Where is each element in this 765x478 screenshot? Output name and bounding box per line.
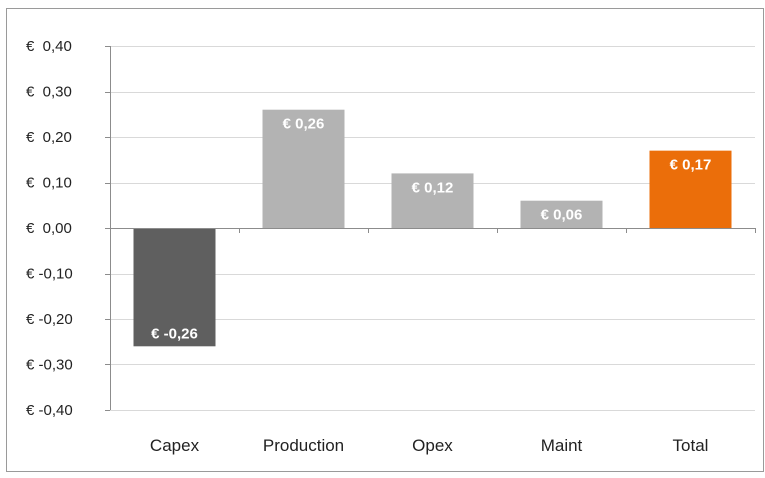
y-axis-tick-label: € -0,20 (26, 311, 73, 328)
y-axis-tick-label: € 0,20 (26, 129, 72, 146)
x-axis-category-label: Maint (541, 436, 583, 455)
chart-border (6, 8, 764, 472)
x-axis-category-labels: Capex Production Opex Maint Total (150, 436, 709, 455)
bar-maint (520, 200, 603, 228)
y-axis-tick-label: € 0,10 (26, 175, 72, 192)
axes (105, 46, 756, 411)
y-axis-tick-label: € -0,40 (26, 402, 73, 419)
x-axis-category-label: Opex (412, 436, 453, 455)
y-axis-tick-label: € 0,40 (26, 38, 72, 55)
data-label: € 0,06 (541, 207, 583, 224)
y-axis-tick-label: € -0,10 (26, 266, 73, 283)
data-label: € 0,26 (283, 116, 325, 133)
bar-total (649, 150, 732, 228)
bar-production (262, 109, 345, 228)
bar-capex (133, 228, 216, 347)
x-axis-category-label: Total (673, 436, 709, 455)
x-axis-category-label: Capex (150, 436, 200, 455)
data-label: € 0,12 (412, 179, 454, 196)
bar-opex (391, 173, 474, 228)
y-axis-tick-labels: € 0,40 € 0,30 € 0,20 € 0,10 € 0,00 € -0,10 € -… (26, 38, 73, 419)
y-axis-tick-label: € 0,30 (26, 84, 72, 101)
data-labels: € -0,26 € 0,26 € 0,12 € 0,06 € 0,17 (151, 116, 711, 343)
bars (133, 109, 732, 347)
data-label: € -0,26 (151, 325, 198, 342)
y-axis-tick-label: € 0,00 (26, 220, 72, 237)
gridlines (110, 46, 755, 411)
x-axis-category-label: Production (263, 436, 344, 455)
y-axis-tick-label: € -0,30 (26, 357, 73, 374)
data-label: € 0,17 (670, 157, 712, 174)
